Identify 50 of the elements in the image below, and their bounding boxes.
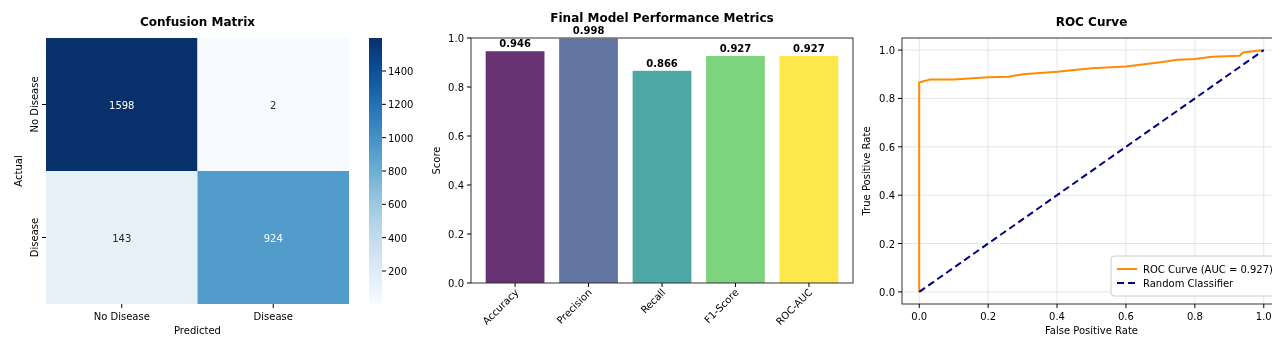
data-label: 0.866 <box>646 57 678 69</box>
data-label: 924 <box>263 232 283 244</box>
y-axis-title: Score <box>431 146 442 175</box>
y-tick-label: 0.8 <box>879 93 895 105</box>
y-tick-label: 0.6 <box>448 131 464 142</box>
bar <box>485 51 545 283</box>
chart-title: Final Model Performance Metrics <box>550 11 774 25</box>
color-bar-label: 200 <box>388 266 408 277</box>
y-tick-label: 0.0 <box>448 278 464 289</box>
chart-title: ROC Curve <box>1055 15 1128 29</box>
y-tick-label: 1.0 <box>448 33 464 44</box>
y-axis-title: True Positive Rate <box>861 126 872 217</box>
data-label: 0.927 <box>719 42 752 54</box>
x-tick-label: 0.4 <box>1049 311 1065 322</box>
bar <box>632 70 692 283</box>
data-label: 0.998 <box>572 25 605 37</box>
bar <box>559 38 618 283</box>
data-label: 0.946 <box>499 38 531 50</box>
x-tick-label: 0.6 <box>1118 311 1134 322</box>
color-bar-label: 1400 <box>388 66 414 77</box>
chart-title: Confusion Matrix <box>139 15 256 29</box>
color-bar-label: 800 <box>388 166 408 177</box>
color-bar-label: 1200 <box>388 99 414 111</box>
bar <box>779 55 839 283</box>
y-tick-label: 0.2 <box>448 229 464 240</box>
y-tick-label: 0.2 <box>879 238 895 250</box>
x-axis-title: False Positive Rate <box>1045 325 1138 336</box>
y-axis-title: Actual <box>13 155 24 187</box>
color-bar-label: 1000 <box>388 132 414 144</box>
x-tick-label: 0.0 <box>911 311 928 322</box>
legend-label: ROC Curve (AUC = 0.927) <box>1143 264 1274 275</box>
x-tick-label: 0.8 <box>1186 311 1203 322</box>
data-label: 0.927 <box>793 42 825 54</box>
data-label: 2 <box>270 99 277 111</box>
y-tick-label: 0.8 <box>448 82 464 93</box>
color-bar-label: 600 <box>388 199 408 211</box>
y-tick-label: 0.4 <box>448 180 464 191</box>
x-tick-label: 0.2 <box>980 311 997 322</box>
color-bar-label: 400 <box>388 232 408 244</box>
x-tick-label: Disease <box>253 311 293 322</box>
y-tick-label: 0.4 <box>879 190 895 202</box>
bar <box>706 55 765 283</box>
data-label: 1598 <box>109 99 135 111</box>
data-label: 143 <box>112 232 132 244</box>
y-tick-label: 0.6 <box>879 141 895 153</box>
x-tick-label: No Disease <box>93 311 150 322</box>
y-tick-label: 1.0 <box>879 45 895 57</box>
x-tick-label: 1.0 <box>1255 311 1272 322</box>
x-axis-title: Predicted <box>174 325 221 336</box>
legend-label: Random Classifier <box>1143 278 1235 289</box>
